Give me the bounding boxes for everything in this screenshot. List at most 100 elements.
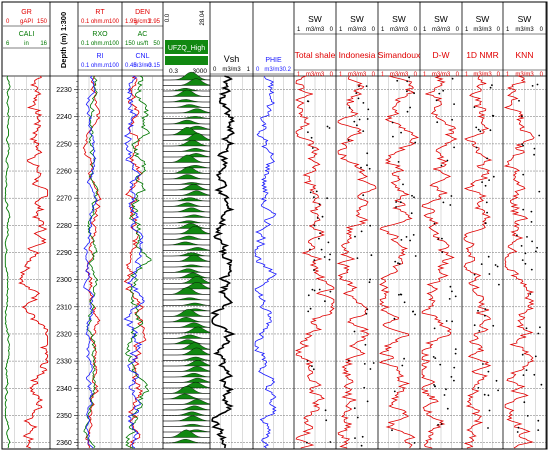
sw-core-point-2 [372, 362, 375, 364]
curve-label-por-1: AC [138, 31, 148, 38]
sw-core-point-1 [312, 368, 315, 371]
scale-min-sw4-0: 1 [423, 27, 427, 33]
t2-scale-max: 3000 [193, 68, 208, 75]
sw-core-point-1 [325, 419, 328, 422]
scale-unit-sw5-1: m3/m3 [473, 72, 492, 78]
curve-label-sw6-0: SW [518, 14, 532, 24]
sw-core-point-1 [310, 136, 313, 139]
sw-core-point-6 [530, 210, 533, 213]
sw-core-point-6 [530, 268, 533, 271]
t2-distribution-wiggle [163, 99, 210, 103]
sw-core-point-2 [366, 400, 369, 403]
sw-core-point-6 [539, 326, 541, 329]
sw-core-point-4 [445, 388, 447, 391]
sw-core-point-3 [406, 110, 409, 113]
depth-axis-label: Depth (m) 1:300 [59, 12, 68, 68]
sw-core-point-3 [400, 131, 402, 134]
sw-core-point-2 [366, 118, 369, 120]
sw-core-point-5 [478, 330, 481, 332]
scale-min-sw6-1: 1 [506, 72, 510, 78]
sw-core-point-3 [401, 364, 404, 367]
sw-core-point-4 [433, 327, 436, 330]
sw-core-point-4 [445, 320, 448, 322]
scale-min-res-2: 0.1 [81, 63, 90, 69]
sw-core-point-1 [313, 196, 315, 199]
sw-core-point-4 [446, 407, 449, 410]
sw-core-point-2 [361, 435, 364, 438]
sw-core-point-5 [487, 427, 489, 429]
sw-core-point-6 [522, 374, 525, 376]
sw-core-point-1 [323, 256, 326, 258]
sw-core-point-3 [411, 194, 413, 197]
sw-core-point-3 [405, 236, 408, 238]
t2-curve-label: UFZQ_High [168, 45, 205, 52]
sw-core-point-2 [354, 235, 356, 238]
t2-distribution-wiggle [163, 405, 211, 411]
sw-core-point-6 [529, 293, 532, 295]
scale-max-sw3-0: 0 [414, 27, 418, 33]
sw-core-point-6 [537, 419, 540, 422]
sw-core-point-6 [523, 401, 526, 404]
sw-core-point-4 [439, 363, 442, 366]
sw-core-point-4 [435, 99, 438, 102]
sw-core-point-5 [488, 409, 491, 412]
sw-core-point-2 [360, 166, 362, 169]
sw-core-point-1 [313, 289, 316, 292]
sw-core-point-3 [402, 183, 404, 186]
t2-distribution-wiggle [163, 147, 211, 152]
sw-core-point-5 [487, 370, 490, 373]
sw-core-point-2 [369, 368, 372, 370]
sw-core-point-2 [355, 92, 358, 94]
scale-max-phie-0: 0.2 [283, 67, 292, 73]
sw-core-point-4 [446, 159, 449, 162]
sw-core-point-6 [522, 208, 525, 211]
t2-distribution-wiggle [163, 385, 210, 394]
t2-distribution-wiggle [163, 264, 211, 268]
scale-unit-sw6-1: m3/m3 [515, 72, 534, 78]
rxo-curve [83, 75, 99, 449]
sw-core-point-4 [438, 92, 441, 95]
curve-label-sw2-1: Indonesia [339, 50, 376, 60]
sw-core-point-3 [410, 212, 413, 215]
scale-max-sw5-0: 0 [497, 27, 501, 33]
sw-core-point-5 [484, 184, 487, 187]
sw-core-point-4 [453, 103, 455, 105]
sw-core-point-1 [309, 307, 312, 310]
t2-scale-swatch [165, 56, 208, 65]
t2-distribution-wiggle [163, 127, 210, 136]
t2-distribution-wiggle [163, 132, 211, 141]
sw-core-point-6 [533, 153, 535, 156]
sw-core-point-2 [366, 152, 369, 155]
t2-distribution-wiggle [163, 339, 210, 345]
t2-distribution-wiggle [163, 302, 211, 306]
t2-distribution-wiggle [163, 347, 211, 356]
sw-core-point-3 [403, 301, 406, 304]
depth-tick-label: 2360 [56, 440, 72, 447]
sw-core-point-6 [520, 245, 523, 247]
sw-core-point-6 [526, 236, 528, 238]
curve-label-por-2: CNL [135, 53, 149, 60]
depth-tick-label: 2340 [56, 386, 72, 393]
sw-core-point-1 [328, 127, 331, 129]
sw-core-point-6 [536, 83, 539, 86]
sw-model-curve-3 [378, 75, 420, 449]
den-curve [123, 75, 147, 449]
t2-distribution-wiggle [163, 322, 211, 328]
curve-label-res-2: RI [97, 53, 104, 60]
sw-core-point-2 [365, 312, 368, 315]
scale-min-sw1-1: 1 [297, 72, 301, 78]
sw-core-point-1 [309, 191, 312, 194]
scale-unit-sw1-0: m3/m3 [306, 27, 325, 33]
sw-core-point-4 [441, 237, 443, 240]
sw-core-point-4 [449, 285, 452, 288]
sw-core-point-2 [370, 254, 373, 257]
scale-max-sw4-1: 0 [456, 72, 460, 78]
curve-label-res-0: RT [95, 9, 105, 16]
curve-label-vsh-0: Vsh [224, 54, 240, 64]
sw-core-point-4 [451, 290, 453, 293]
scale-unit-sw2-0: m3/m3 [348, 27, 367, 33]
t2-distribution-wiggle [163, 220, 210, 224]
sw-core-point-1 [329, 290, 332, 293]
ri-curve [83, 75, 98, 449]
